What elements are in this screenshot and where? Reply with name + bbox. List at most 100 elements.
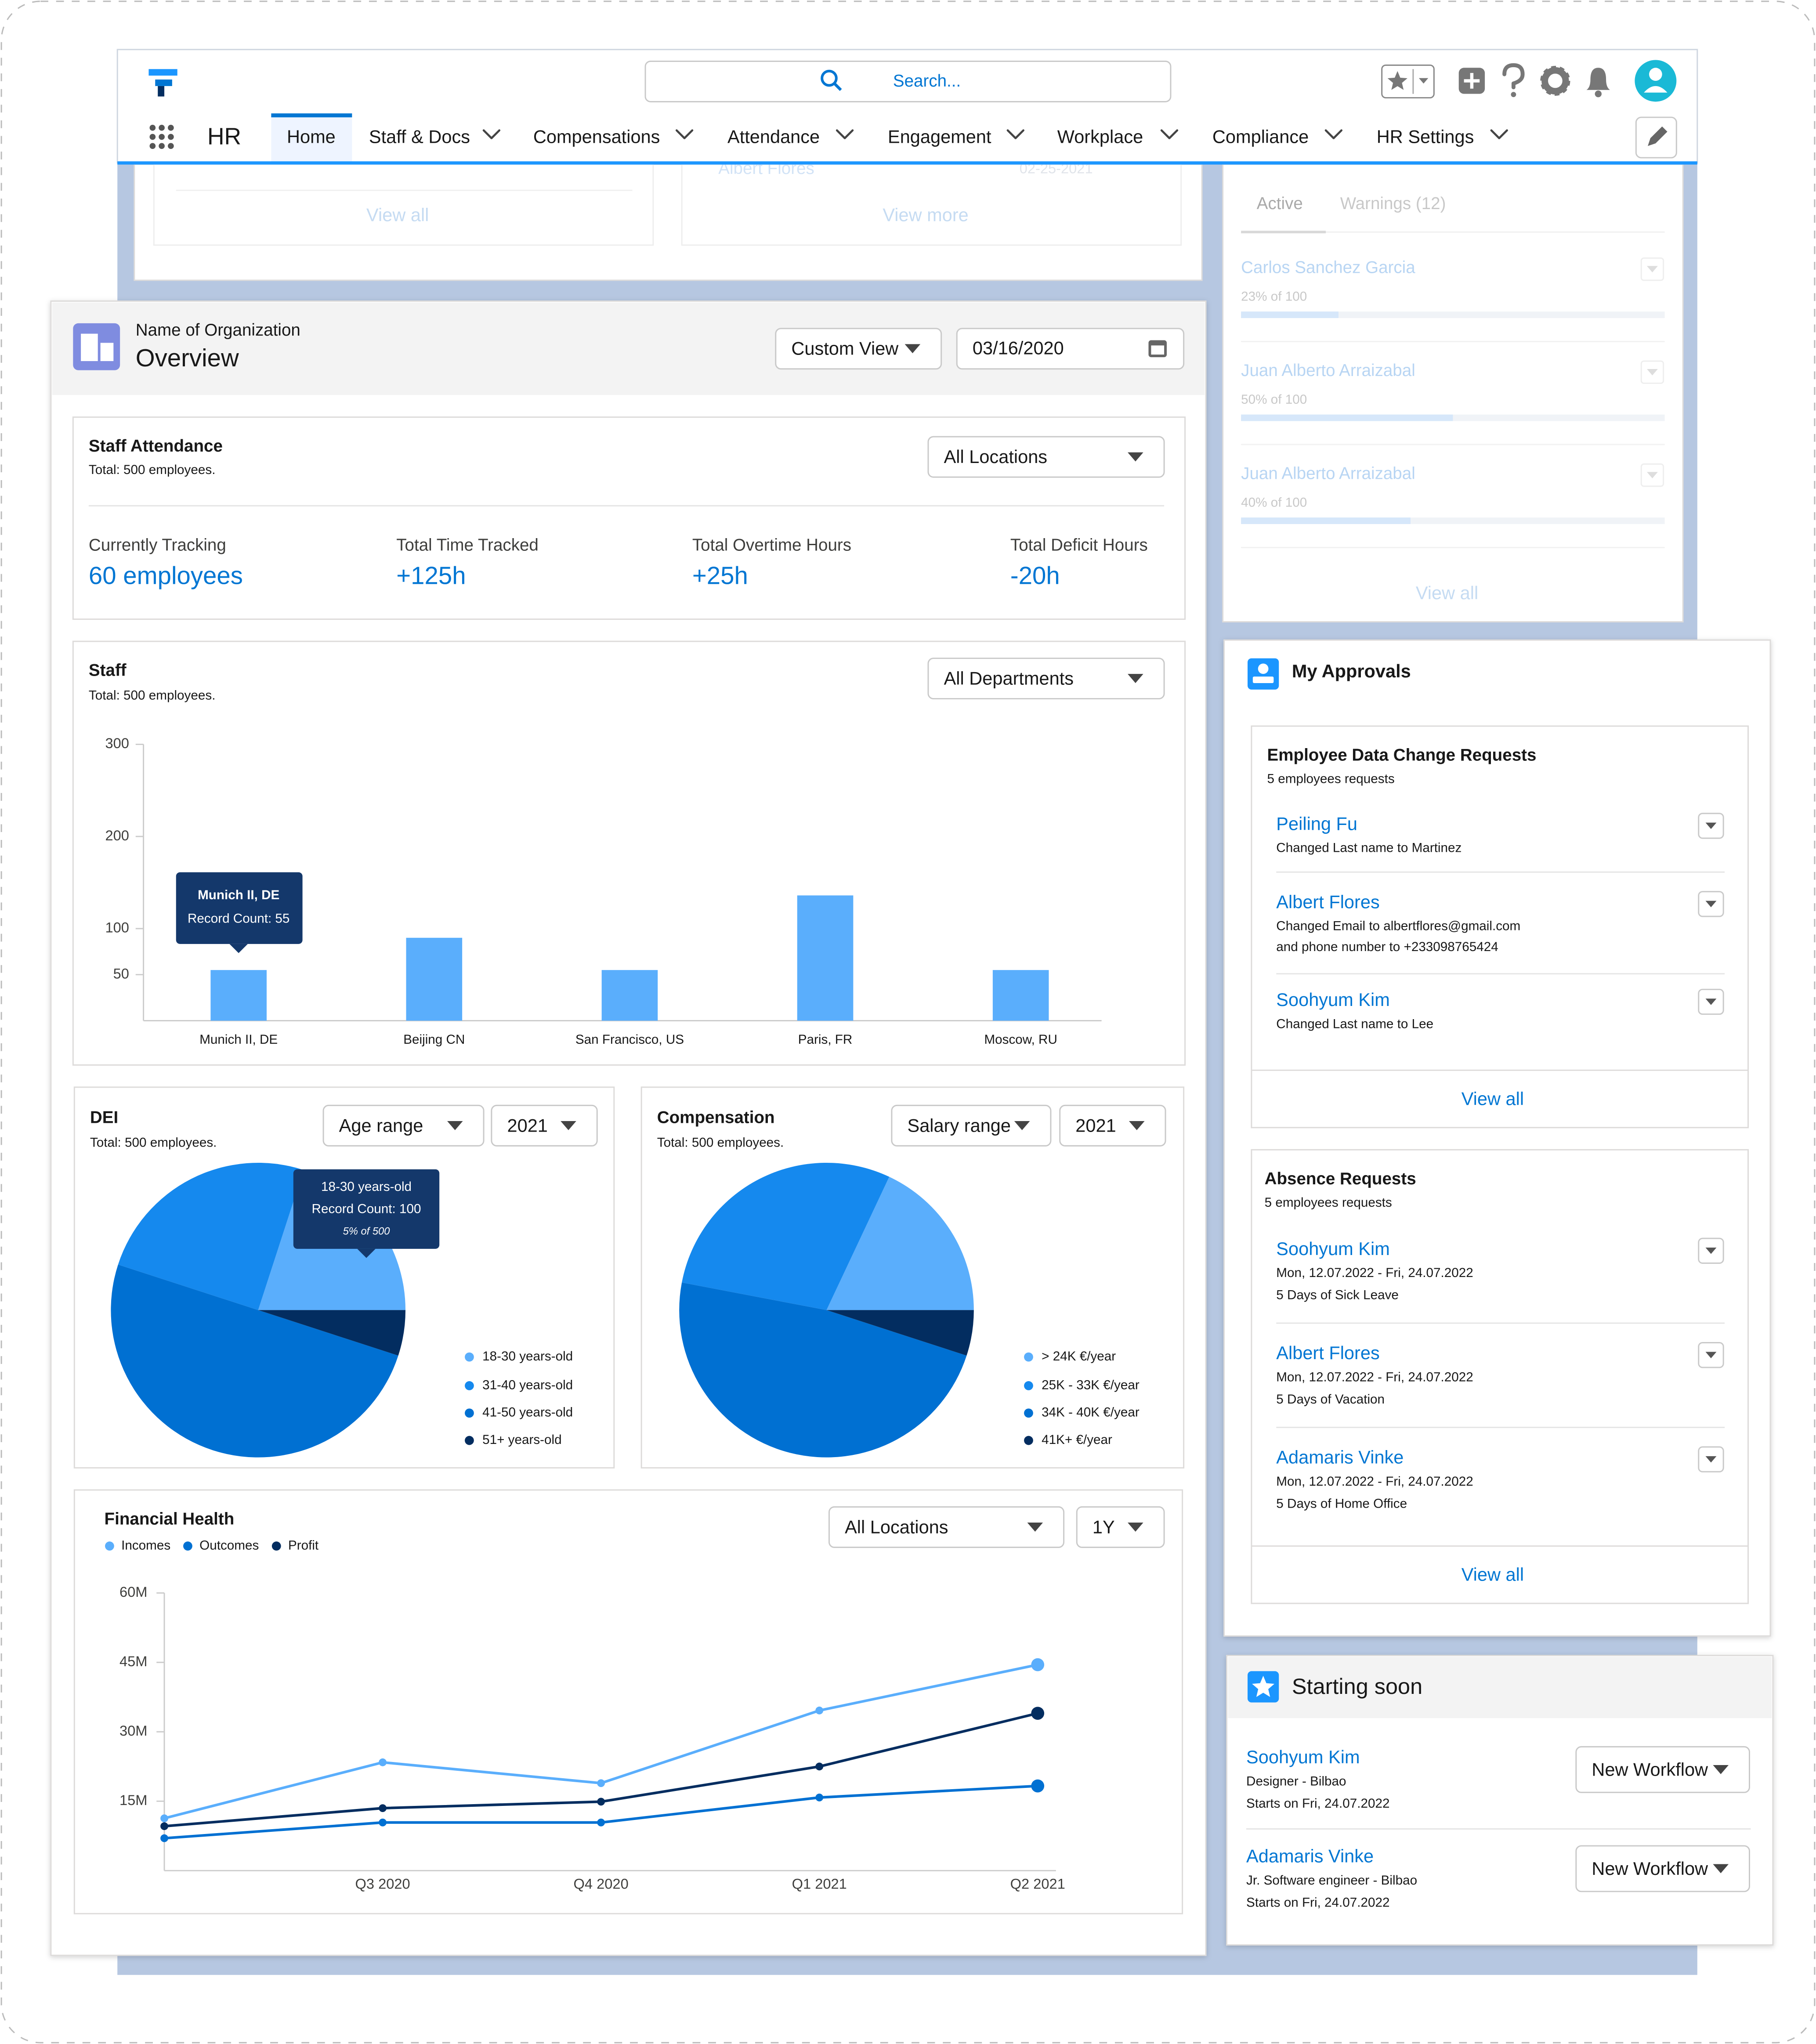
location-select[interactable] <box>927 436 1165 478</box>
legend-swatch <box>465 1408 474 1418</box>
department-select[interactable] <box>927 658 1165 700</box>
dropdown-arrow <box>1128 674 1143 683</box>
dropdown-label: Custom View <box>791 338 899 359</box>
dropdown-label: 1Y <box>1092 1516 1115 1537</box>
dropdown-arrow <box>1646 266 1658 273</box>
legend-swatch <box>1024 1408 1033 1418</box>
approvals-icon <box>1252 677 1274 683</box>
metric-value: -20h <box>1010 561 1060 589</box>
request-detail: Mon, 12.07.2022 - Fri, 24.07.2022 <box>1276 1266 1473 1280</box>
x-tick-label: Q1 2021 <box>792 1876 847 1892</box>
y-tick-label: 15M <box>119 1792 147 1808</box>
request-detail: 5 Days of Home Office <box>1276 1496 1407 1511</box>
chart-title: Compensation <box>657 1108 775 1127</box>
nav-tab[interactable]: Staff & Docs <box>369 127 470 147</box>
dropdown-arrow <box>1705 822 1717 829</box>
line-point <box>815 1793 824 1802</box>
employee-link[interactable]: Soohyum Kim <box>1246 1747 1360 1767</box>
date-value: 03/16/2020 <box>973 337 1064 358</box>
legend-label: Outcomes <box>199 1538 259 1552</box>
employee-link[interactable]: Soohyum Kim <box>1276 1238 1390 1259</box>
panel-title: Starting soon <box>1292 1674 1422 1699</box>
y-tick-label: 300 <box>105 735 129 751</box>
progress-fill <box>1241 311 1339 318</box>
app-launcher <box>159 143 165 149</box>
dropdown-arrow <box>1713 1864 1729 1874</box>
financial-card <box>73 1489 1183 1914</box>
dropdown-arrow <box>447 1121 463 1130</box>
dropdown-arrow <box>1646 472 1658 478</box>
view-all-link[interactable]: View all <box>1461 1564 1524 1585</box>
y-tick-label: 45M <box>119 1653 147 1669</box>
app-launcher <box>149 134 156 140</box>
nav-tab[interactable]: Compliance <box>1212 127 1309 147</box>
tooltip-pointer <box>229 944 248 953</box>
salary-select[interactable] <box>891 1104 1052 1147</box>
faded-name: Juan Alberto Arraizabal <box>1241 361 1415 380</box>
employee-link[interactable]: Peiling Fu <box>1276 813 1357 834</box>
page-title: Overview <box>136 344 239 372</box>
nav-tab[interactable]: Compensations <box>533 127 660 147</box>
favorites-button[interactable] <box>1381 64 1435 99</box>
y-tick-label: 50 <box>113 965 129 981</box>
dropdown-label: New Workflow <box>1592 1759 1708 1780</box>
dropdown-label: Age range <box>339 1115 423 1136</box>
settings-icon <box>1540 65 1570 96</box>
workflow-select[interactable] <box>1575 1845 1750 1892</box>
search-icon <box>833 82 842 91</box>
x-tick-label: Q3 2020 <box>355 1876 410 1892</box>
logo <box>158 86 165 97</box>
faded-progress-label: 50% of 100 <box>1241 392 1307 407</box>
year-select[interactable] <box>491 1104 598 1147</box>
legend-label: 31-40 years-old <box>482 1378 573 1392</box>
request-detail: Changed Last name to Martinez <box>1276 841 1461 855</box>
y-tick-label: 60M <box>119 1584 147 1600</box>
date-input[interactable] <box>956 328 1185 370</box>
employee-role: Designer - Bilbao <box>1246 1774 1346 1788</box>
dropdown-arrow <box>1418 78 1429 84</box>
employee-link[interactable]: Adamaris Vinke <box>1246 1846 1374 1867</box>
chart-subtitle: Total: 500 employees. <box>90 1135 217 1150</box>
age-select[interactable] <box>322 1104 485 1147</box>
range-select[interactable] <box>1076 1506 1165 1548</box>
nav-tab[interactable]: Attendance <box>727 127 820 147</box>
pie-slice <box>111 1264 398 1458</box>
avatar <box>1644 86 1668 93</box>
employee-link[interactable]: Albert Flores <box>1276 891 1379 912</box>
app-launcher <box>168 143 174 149</box>
card-title: Employee Data Change Requests <box>1267 745 1537 764</box>
year-select[interactable] <box>1059 1104 1166 1147</box>
metric-value: +125h <box>396 561 466 589</box>
employee-start: Starts on Fri, 24.07.2022 <box>1246 1895 1389 1910</box>
dropdown-arrow <box>1705 1352 1717 1358</box>
pie-slice <box>826 1176 974 1310</box>
progress-fill <box>1241 517 1411 524</box>
chart-title: Staff <box>89 661 127 680</box>
legend-label: 41K+ €/year <box>1042 1433 1112 1447</box>
search-box[interactable] <box>644 60 1172 102</box>
x-tick-label: Q4 2020 <box>574 1876 629 1892</box>
logo <box>148 69 177 76</box>
nav-tab[interactable]: HR Settings <box>1377 127 1474 147</box>
notifications-icon <box>1586 68 1610 90</box>
view-select[interactable] <box>775 328 942 370</box>
location-select[interactable] <box>828 1506 1065 1548</box>
line-point <box>815 1762 824 1771</box>
chevron <box>1490 129 1508 139</box>
legend-swatch <box>1024 1352 1033 1362</box>
nav-tab[interactable]: Home <box>287 127 336 147</box>
metric-value: +25h <box>692 561 748 589</box>
employee-link[interactable]: Soohyum Kim <box>1276 989 1390 1010</box>
nav-tab[interactable]: Engagement <box>888 127 991 147</box>
employee-link[interactable]: Adamaris Vinke <box>1276 1447 1404 1468</box>
x-tick-label: San Francisco, US <box>575 1032 684 1047</box>
dropdown-arrow <box>1705 1456 1717 1463</box>
active-tab <box>271 115 352 162</box>
nav-tab[interactable]: Workplace <box>1057 127 1143 147</box>
chevron <box>1160 129 1179 139</box>
org-name: Name of Organization <box>136 321 300 340</box>
view-all-link[interactable]: View all <box>1461 1089 1524 1109</box>
workflow-select[interactable] <box>1575 1746 1750 1793</box>
pie-slice <box>258 1310 406 1356</box>
employee-link[interactable]: Albert Flores <box>1276 1342 1379 1363</box>
